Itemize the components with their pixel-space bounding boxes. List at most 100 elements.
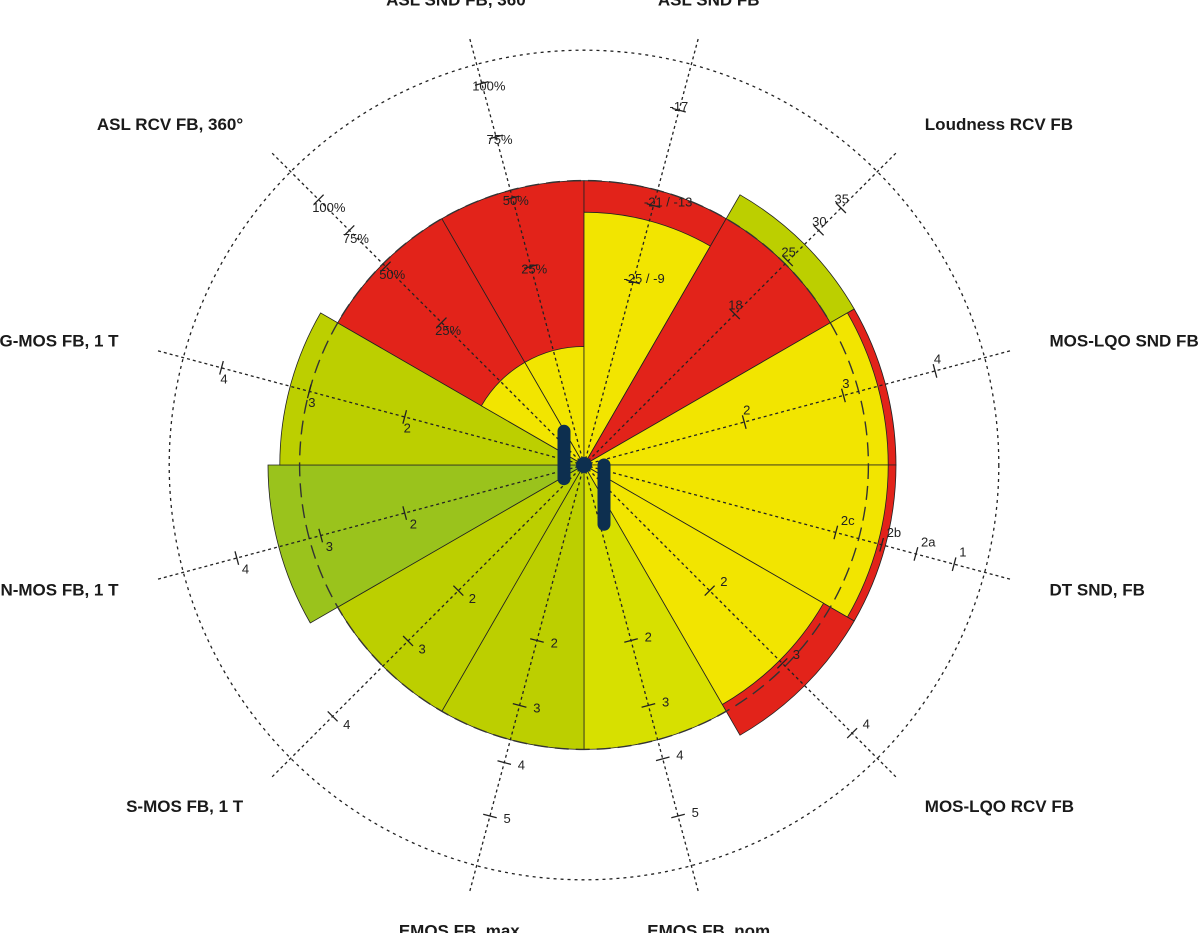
tick-label-asl-snd-fb-0: -25 / -9 (624, 271, 665, 286)
tick-mark-emos-fb-nom-2 (655, 756, 670, 762)
tick-label-loudness-rcv-fb-3: 35 (835, 192, 849, 207)
tick-label-asl-snd-fb-2: -17 (670, 99, 689, 114)
tick-label-emos-fb-nom-0: 2 (645, 629, 652, 644)
tick-label-n-mos-fb-1-t-1: 3 (326, 539, 333, 554)
axis-label-loudness-rcv-fb: Loudness RCV FB (925, 115, 1073, 134)
tick-label-asl-snd-fb-360-3: 100% (472, 79, 506, 94)
tick-mark-asl-snd-fb-0 (626, 279, 640, 285)
tick-label-emos-fb-nom-3: 5 (692, 805, 699, 820)
tick-label-emos-fb-max-3: 5 (504, 811, 511, 826)
tick-mark-s-mos-fb-1-t-2 (327, 710, 339, 722)
tick-mark-asl-rcv-fb-360-3 (313, 194, 325, 206)
axis-label-mos-lqo-rcv-fb: MOS-LQO RCV FB (925, 797, 1074, 816)
tick-label-n-mos-fb-1-t-2: 4 (242, 562, 249, 577)
tick-label-loudness-rcv-fb-2: 30 (812, 214, 826, 229)
sector-mos-lqo-snd-fb-yellow (582, 312, 889, 466)
tick-mark-dt-snd-fb-2 (913, 547, 919, 561)
tick-mark-asl-snd-fb-1 (646, 203, 661, 209)
tick-label-emos-fb-max-1: 3 (533, 701, 540, 716)
tick-label-emos-fb-max-0: 2 (551, 636, 558, 651)
tick-mark-loudness-rcv-fb-2 (813, 224, 825, 236)
spoke-n-mos-fb-1-t (156, 464, 585, 581)
tick-mark-g-mos-fb-1-t-1 (306, 384, 312, 399)
spoke-asl-snd-fb (583, 37, 700, 466)
tick-mark-asl-snd-fb-360-0 (523, 264, 538, 270)
tick-label-mos-lqo-rcv-fb-0: 2 (720, 574, 727, 589)
spoke-asl-snd-fb-360 (468, 37, 585, 466)
spoke-dt-snd-fb (583, 464, 1012, 581)
tick-mark-asl-snd-fb-360-3 (474, 80, 489, 86)
spoke-loudness-rcv-fb (583, 151, 898, 466)
tick-label-asl-snd-fb-360-2: 75% (487, 132, 513, 147)
tick-mark-g-mos-fb-1-t-0 (402, 410, 408, 424)
tick-mark-mos-lqo-rcv-fb-2 (846, 727, 858, 739)
sectors-layer (267, 180, 897, 750)
tick-label-g-mos-fb-1-t-1: 3 (308, 395, 315, 410)
tick-mark-mos-lqo-snd-fb-2 (932, 364, 938, 378)
axis-label-emos-fb-max: EMOS FB, max (399, 922, 520, 933)
tick-label-emos-fb-nom-1: 3 (662, 694, 669, 709)
tick-label-dt-snd-fb-2: 2a (921, 534, 936, 549)
tick-mark-s-mos-fb-1-t-0 (452, 585, 464, 597)
spoke-s-mos-fb-1-t (270, 464, 585, 779)
spoke-emos-fb-max (468, 464, 585, 893)
tick-mark-asl-snd-fb-360-1 (505, 195, 520, 201)
tick-label-g-mos-fb-1-t-0: 2 (404, 421, 411, 436)
spoke-asl-rcv-fb-360 (270, 151, 585, 466)
rings-layer (168, 49, 1000, 881)
tick-label-mos-lqo-snd-fb-0: 2 (743, 403, 750, 418)
tick-label-mos-lqo-rcv-fb-1: 3 (793, 647, 800, 662)
tick-mark-emos-fb-max-0 (530, 638, 544, 643)
spoke-g-mos-fb-1-t (156, 349, 585, 466)
tick-label-loudness-rcv-fb-0: 18 (728, 298, 742, 313)
tick-mark-asl-snd-fb-2 (672, 107, 686, 113)
tick-label-g-mos-fb-1-t-2: 4 (220, 372, 227, 387)
tick-mark-asl-rcv-fb-360-2 (343, 224, 355, 236)
axis-label-n-mos-fb-1-t: N-MOS FB, 1 T (0, 581, 119, 600)
tick-label-mos-lqo-snd-fb-2: 4 (934, 351, 941, 366)
axis-label-asl-snd-fb: ASL SND FB (658, 0, 760, 10)
tick-label-emos-fb-max-2: 4 (518, 758, 525, 773)
tick-mark-emos-fb-max-3 (483, 813, 497, 819)
tick-mark-mos-lqo-rcv-fb-1 (776, 657, 788, 669)
reference-ring (298, 179, 870, 751)
tick-label-mos-lqo-snd-fb-1: 3 (842, 376, 849, 391)
axis-label-asl-rcv-fb-360: ASL RCV FB, 360° (97, 115, 244, 134)
tick-label-n-mos-fb-1-t-0: 2 (410, 517, 417, 532)
tick-mark-s-mos-fb-1-t-1 (402, 635, 414, 647)
tick-mark-asl-rcv-fb-360-0 (436, 317, 447, 328)
tick-mark-loudness-rcv-fb-0 (729, 308, 741, 320)
tick-mark-mos-lqo-rcv-fb-0 (704, 585, 716, 597)
axis-label-dt-snd-fb: DT SND, FB (1050, 581, 1145, 600)
tick-mark-loudness-rcv-fb-1 (782, 255, 794, 267)
tick-mark-dt-snd-fb-0 (833, 525, 839, 540)
tick-label-asl-rcv-fb-360-0: 25% (435, 323, 461, 338)
outer-ring (168, 49, 1000, 881)
tick-label-asl-snd-fb-360-0: 25% (521, 262, 547, 277)
tick-mark-n-mos-fb-1-t-0 (402, 506, 408, 520)
tick-mark-dt-snd-fb-1 (879, 537, 885, 552)
tick-label-dt-snd-fb-0: 2c (841, 513, 855, 528)
tick-mark-emos-fb-max-2 (497, 760, 512, 766)
tick-mark-mos-lqo-snd-fb-0 (741, 415, 747, 429)
spokes-layer (156, 37, 1012, 893)
tick-label-dt-snd-fb-1: 2b (887, 525, 901, 540)
sector-g-mos-fb-1-t-lime (279, 312, 586, 466)
tick-label-s-mos-fb-1-t-0: 2 (469, 591, 476, 606)
tick-label-mos-lqo-rcv-fb-2: 4 (863, 717, 870, 732)
tick-label-dt-snd-fb-3: 1 (959, 545, 966, 560)
tick-label-asl-rcv-fb-360-2: 75% (343, 231, 369, 246)
tick-label-asl-rcv-fb-360-3: 100% (312, 200, 346, 215)
tick-label-s-mos-fb-1-t-1: 3 (419, 641, 426, 656)
tick-mark-emos-fb-nom-0 (624, 638, 638, 643)
tick-label-asl-snd-fb-360-1: 50% (503, 193, 529, 208)
ticks-layer: 25%50%75%100%-25 / -9-21 / -13-171825303… (219, 79, 966, 826)
tick-mark-emos-fb-nom-1 (641, 702, 656, 708)
tick-mark-g-mos-fb-1-t-2 (219, 360, 224, 375)
tick-label-emos-fb-nom-2: 4 (676, 748, 683, 763)
spoke-emos-fb-nom (583, 464, 700, 893)
axis-label-s-mos-fb-1-t: S-MOS FB, 1 T (126, 797, 244, 816)
spoke-mos-lqo-snd-fb (583, 349, 1012, 466)
